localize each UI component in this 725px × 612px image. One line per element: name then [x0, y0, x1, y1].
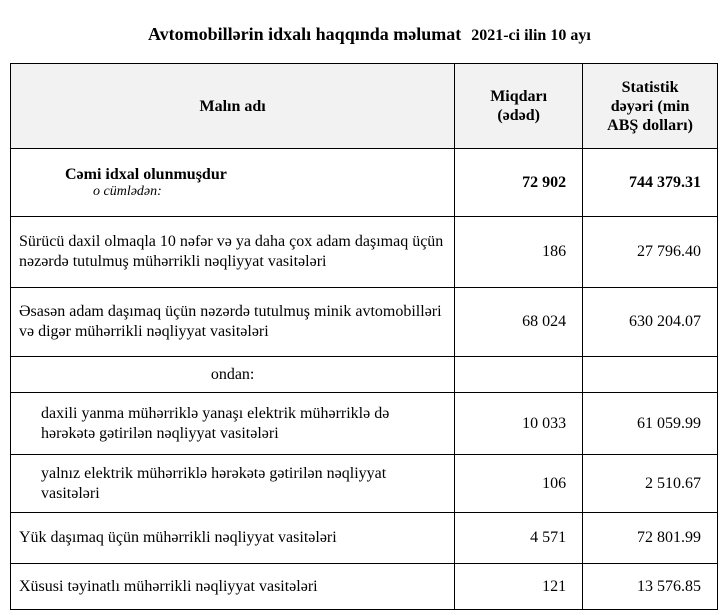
- row-name: Yük daşımaq üçün mühərrikli nəqliyyat va…: [9, 512, 456, 564]
- row-name: Əsasən adam daşımaq üçün nəzərdə tutulmu…: [9, 287, 456, 357]
- row-quantity: 4 571: [454, 512, 584, 564]
- row-value: 13 576.85: [582, 563, 718, 610]
- table-row: ondan:: [9, 356, 718, 393]
- header-value: Statistik dəyəri (min ABŞ dolları): [582, 63, 718, 149]
- row-quantity: 68 024: [454, 287, 584, 357]
- row-name: daxili yanma mühərriklə yanaşı elektrik …: [9, 392, 456, 455]
- row-value: 27 796.40: [582, 216, 718, 288]
- row-quantity: 186: [454, 216, 584, 288]
- row-quantity: [454, 356, 584, 393]
- table-row: daxili yanma mühərriklə yanaşı elektrik …: [9, 392, 718, 455]
- table-row: Sürücü daxil olmaqla 10 nəfər və ya daha…: [9, 216, 718, 288]
- total-name-cell: Cəmi idxal olunmuşdur o cümlədən:: [9, 148, 456, 217]
- row-quantity: 121: [454, 563, 584, 610]
- header-quantity: Miqdarı (ədəd): [454, 63, 584, 149]
- header-name: Malın adı: [9, 63, 456, 149]
- total-note: o cümlədən:: [93, 183, 162, 199]
- table-row: Xüsusi təyinatlı mühərrikli nəqliyyat va…: [9, 563, 718, 610]
- row-quantity: 106: [454, 454, 584, 513]
- row-value: [582, 356, 718, 393]
- row-value: 630 204.07: [582, 287, 718, 357]
- row-value: 72 801.99: [582, 512, 718, 564]
- row-name: yalnız elektrik mühərriklə hərəkətə gəti…: [9, 454, 456, 513]
- header-row: Malın adı Miqdarı (ədəd) Statistik dəyər…: [9, 63, 718, 149]
- row-quantity: 10 033: [454, 392, 584, 455]
- total-row: Cəmi idxal olunmuşdur o cümlədən: 72 902 …: [9, 148, 718, 217]
- row-name: Xüsusi təyinatlı mühərrikli nəqliyyat va…: [9, 563, 456, 610]
- import-table: Malın adı Miqdarı (ədəd) Statistik dəyər…: [9, 63, 718, 610]
- table-row: Yük daşımaq üçün mühərrikli nəqliyyat va…: [9, 512, 718, 564]
- total-value: 744 379.31: [582, 148, 718, 217]
- title-text: Avtomobillərin idxalı haqqında məlumat: [148, 24, 462, 44]
- table-row: yalnız elektrik mühərriklə hərəkətə gəti…: [9, 454, 718, 513]
- row-name: Sürücü daxil olmaqla 10 nəfər və ya daha…: [9, 216, 456, 288]
- total-name: Cəmi idxal olunmuşdur: [65, 165, 227, 183]
- period-label: 2021-ci ilin 10 ayı: [471, 27, 591, 44]
- table-row: Əsasən adam daşımaq üçün nəzərdə tutulmu…: [9, 287, 718, 357]
- page-title: Avtomobillərin idxalı haqqında məlumat 20…: [148, 24, 591, 45]
- row-value: 2 510.67: [582, 454, 718, 513]
- row-name: ondan:: [9, 356, 456, 393]
- row-value: 61 059.99: [582, 392, 718, 455]
- total-quantity: 72 902: [454, 148, 584, 217]
